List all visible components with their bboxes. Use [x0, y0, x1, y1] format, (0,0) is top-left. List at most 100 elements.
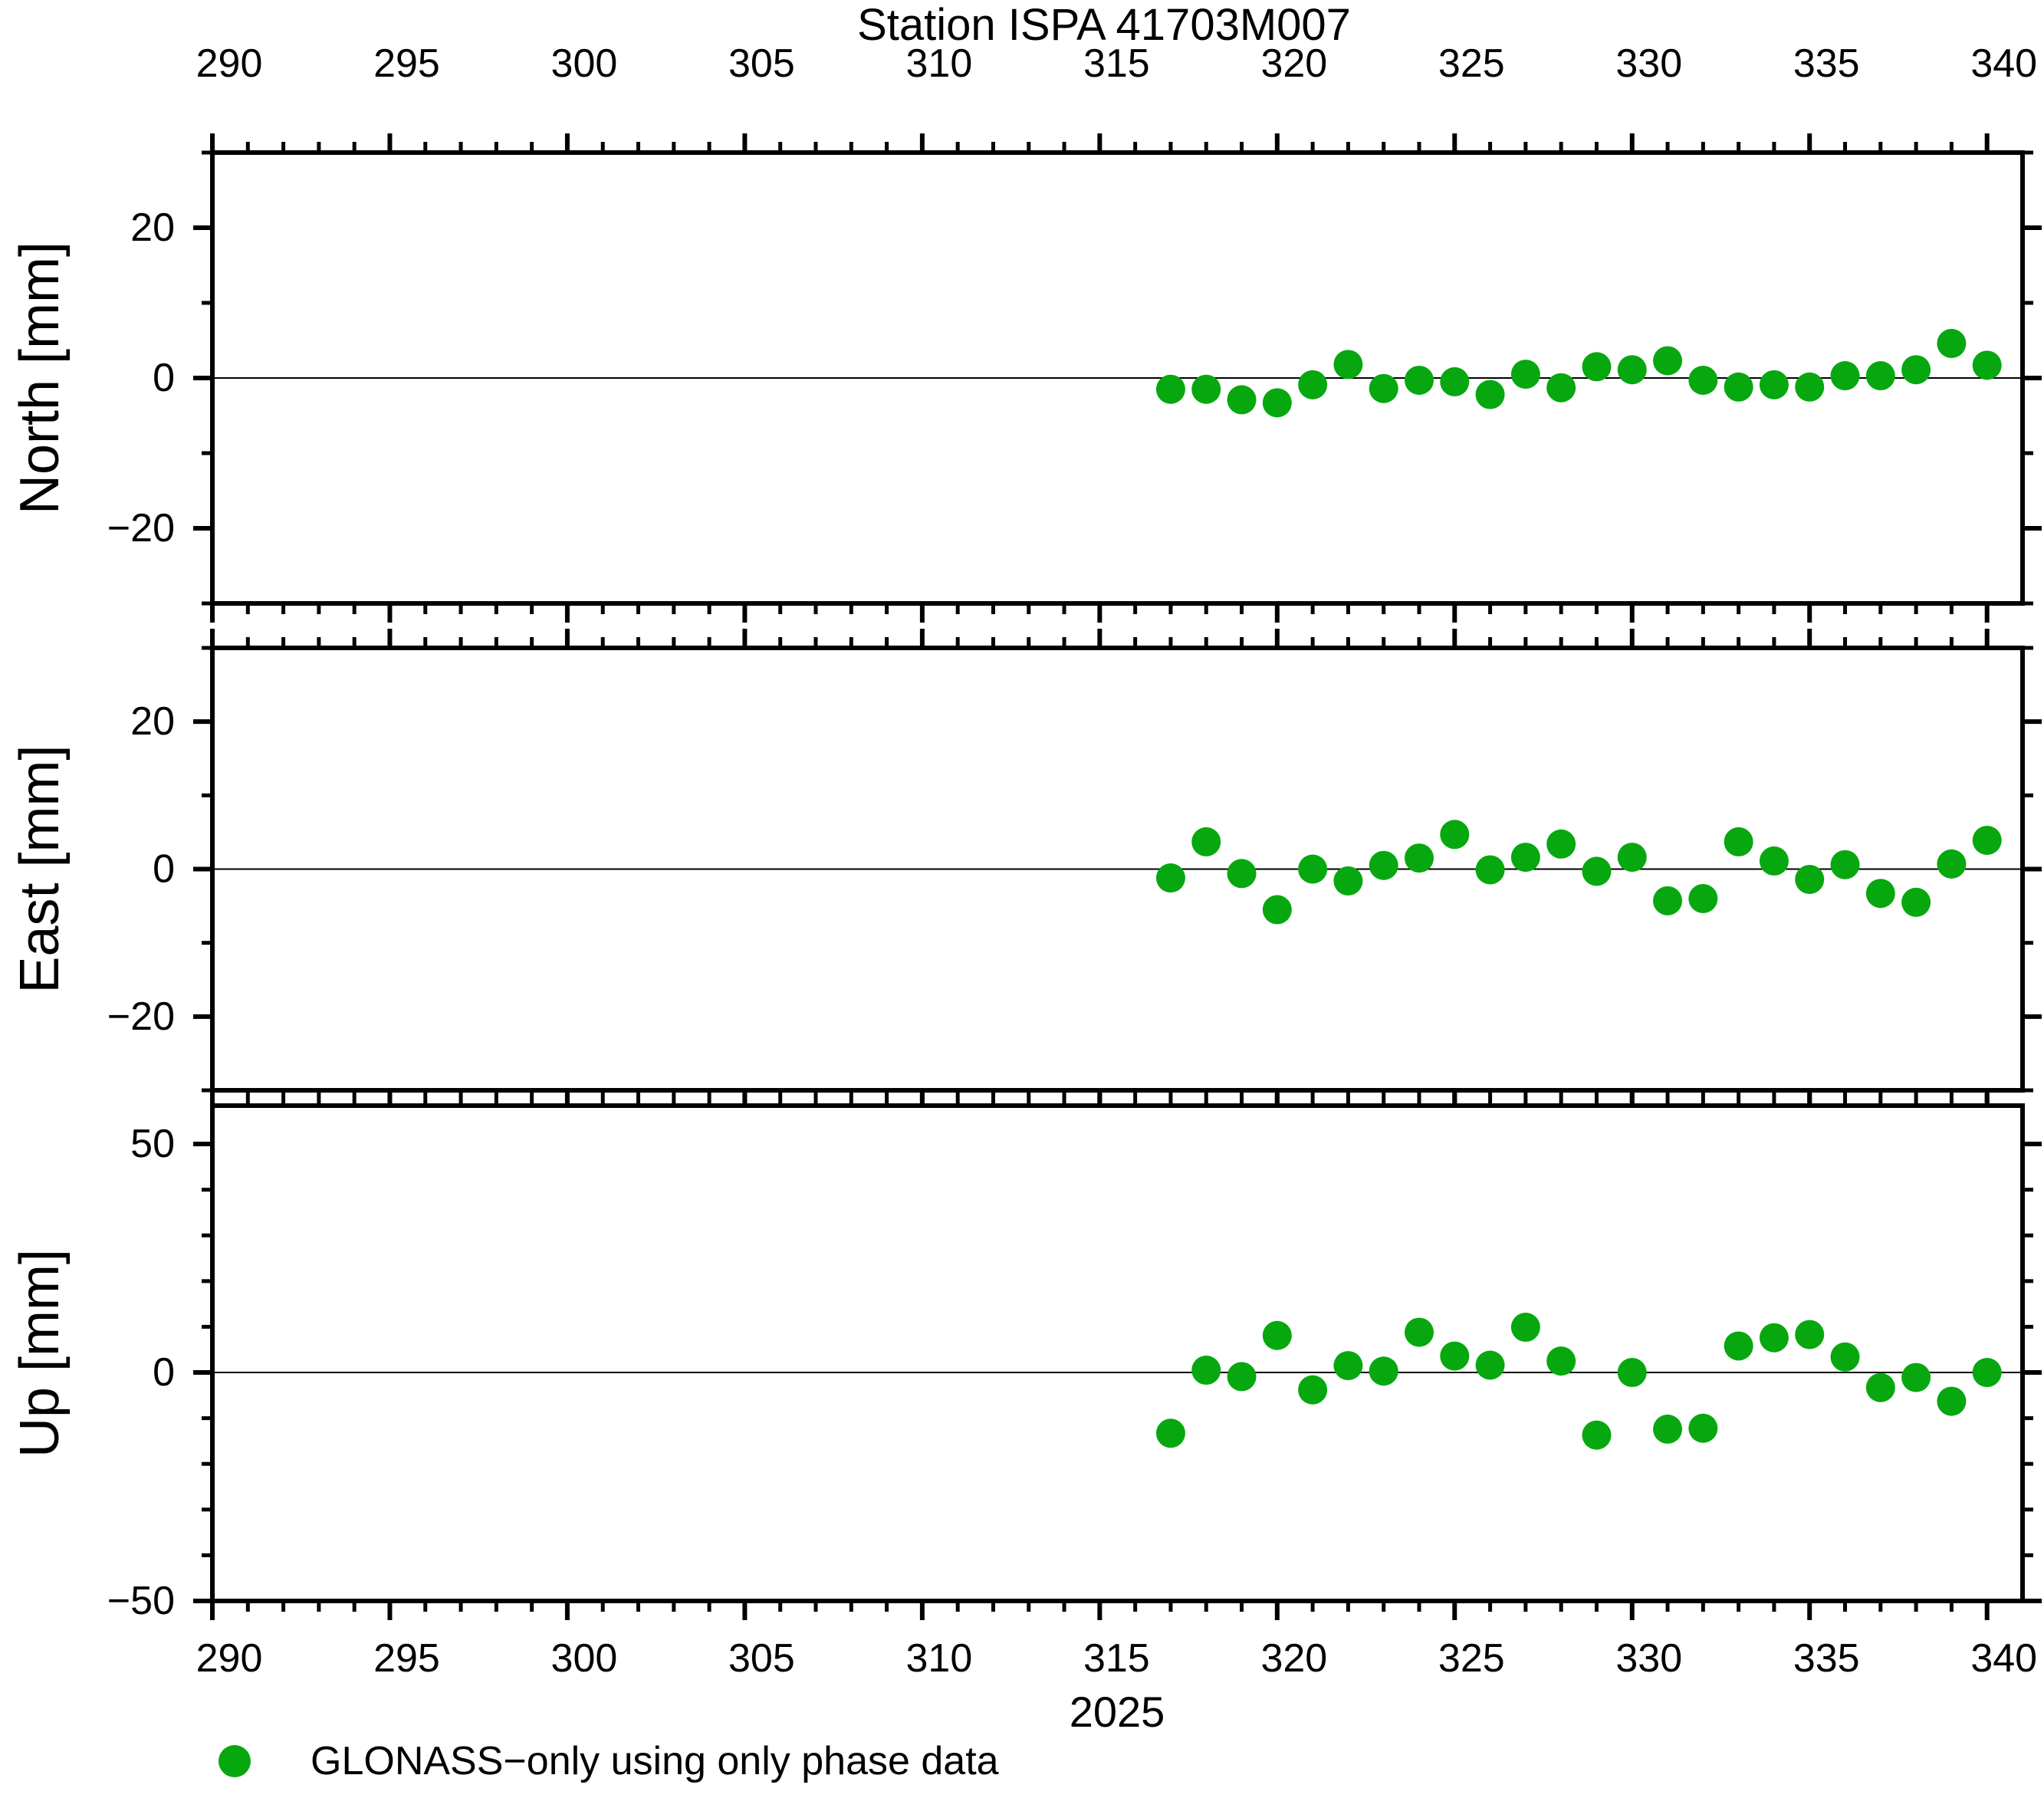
data-point	[1298, 1375, 1328, 1405]
data-point	[1582, 352, 1612, 382]
x-tick-label-bottom: 290	[196, 1636, 263, 1681]
x-tick-label-bottom: 335	[1793, 1636, 1860, 1681]
data-point	[1688, 365, 1718, 395]
data-point	[1830, 361, 1860, 391]
y-tick-label: 20	[130, 205, 175, 250]
y-axis-title: Up [mm]	[9, 1249, 71, 1458]
data-point	[1865, 1372, 1895, 1402]
x-tick-label-top: 335	[1793, 41, 1860, 86]
data-point	[1262, 388, 1292, 418]
x-tick-label-top: 290	[196, 41, 263, 86]
data-point	[1298, 370, 1328, 399]
data-point	[1972, 1358, 2002, 1388]
y-tick-label: 0	[153, 847, 175, 892]
x-tick-label-bottom: 295	[373, 1636, 440, 1681]
x-tick-label-bottom: 310	[905, 1636, 972, 1681]
data-point	[1688, 1413, 1718, 1443]
legend-marker-icon	[219, 1745, 251, 1777]
data-point	[1369, 850, 1398, 880]
x-tick-label-bottom: 340	[1970, 1636, 2037, 1681]
data-point	[1724, 827, 1753, 856]
data-point	[1405, 365, 1434, 395]
data-point	[1191, 827, 1221, 856]
data-point	[1795, 1320, 1825, 1349]
panel-frame	[210, 150, 2025, 606]
data-point	[1369, 373, 1398, 403]
data-point	[1405, 1317, 1434, 1347]
x-tick-label-bottom: 325	[1438, 1636, 1505, 1681]
data-point	[1830, 1342, 1860, 1372]
y-axis-title: North [mm]	[9, 242, 71, 514]
data-point	[1191, 374, 1221, 404]
data-point	[1901, 1362, 1931, 1392]
data-point	[1688, 883, 1718, 913]
data-point	[1333, 866, 1363, 896]
y-tick-label: 20	[130, 699, 175, 744]
y-tick-label: −20	[107, 506, 175, 551]
data-point	[1227, 859, 1257, 889]
data-point	[1227, 385, 1257, 415]
data-point	[1653, 886, 1683, 915]
data-point	[1475, 380, 1505, 409]
data-point	[1191, 1356, 1221, 1385]
x-tick-label-top: 310	[905, 41, 972, 86]
y-tick-label: 50	[130, 1122, 175, 1166]
data-point	[1546, 373, 1576, 403]
x-tick-label-bottom: 300	[551, 1636, 618, 1681]
x-tick-label-top: 340	[1970, 41, 2037, 86]
data-point	[1972, 350, 2002, 380]
plot-panels: −20 0 20 North [mm] −20 0 20 East [mm] −50 0 50 Up …	[9, 41, 2042, 1681]
data-point	[1369, 1356, 1398, 1386]
data-point	[1405, 843, 1434, 873]
y-tick-label: −50	[107, 1579, 175, 1623]
y-tick-label: 0	[153, 1350, 175, 1395]
data-point	[1901, 887, 1931, 917]
panel-frame	[210, 1103, 2025, 1603]
data-point	[1724, 372, 1753, 402]
y-tick-label: −20	[107, 994, 175, 1039]
data-point	[1510, 360, 1540, 390]
data-point	[1759, 1323, 1789, 1353]
x-tick-label-top: 305	[728, 41, 795, 86]
data-point	[1582, 856, 1612, 886]
data-point	[1440, 1341, 1470, 1371]
data-point	[1510, 1313, 1540, 1343]
data-point	[1333, 1351, 1363, 1381]
data-point	[1262, 1320, 1292, 1350]
data-point	[1724, 1331, 1753, 1361]
data-point	[1475, 855, 1505, 885]
legend: GLONASS−only using only phase data	[219, 1739, 999, 1783]
panel-frame	[210, 646, 2025, 1093]
data-point	[1262, 895, 1292, 925]
y-tick-label: 0	[153, 356, 175, 400]
data-point	[1617, 843, 1647, 873]
chart-title: Station ISPA 41703M007	[857, 0, 1351, 50]
data-point	[1440, 820, 1470, 850]
data-point	[1546, 1346, 1576, 1376]
data-point	[1972, 825, 2002, 855]
data-point	[1333, 350, 1363, 380]
x-tick-label-bottom: 305	[728, 1636, 795, 1681]
panel-up: −50 0 50 Up [mm]	[9, 1093, 2042, 1623]
data-point	[1227, 1362, 1257, 1392]
legend-label: GLONASS−only using only phase data	[311, 1739, 999, 1783]
panel-north: −20 0 20 North [mm]	[9, 133, 2042, 623]
x-tick-label-top: 300	[551, 41, 618, 86]
data-point	[1937, 328, 1967, 358]
data-point	[1155, 863, 1185, 893]
data-point	[1155, 1418, 1185, 1448]
data-point	[1901, 355, 1931, 385]
data-point	[1830, 850, 1860, 879]
panel-east: −20 0 20 East [mm]	[9, 629, 2042, 1103]
x-tick-label-top: 330	[1615, 41, 1682, 86]
data-point	[1546, 829, 1576, 859]
x-tick-label-bottom: 330	[1615, 1636, 1682, 1681]
data-point	[1795, 372, 1825, 402]
data-point	[1155, 374, 1185, 404]
data-point	[1937, 849, 1967, 879]
data-point	[1865, 361, 1895, 391]
data-point	[1653, 346, 1683, 376]
data-point	[1582, 1420, 1612, 1450]
